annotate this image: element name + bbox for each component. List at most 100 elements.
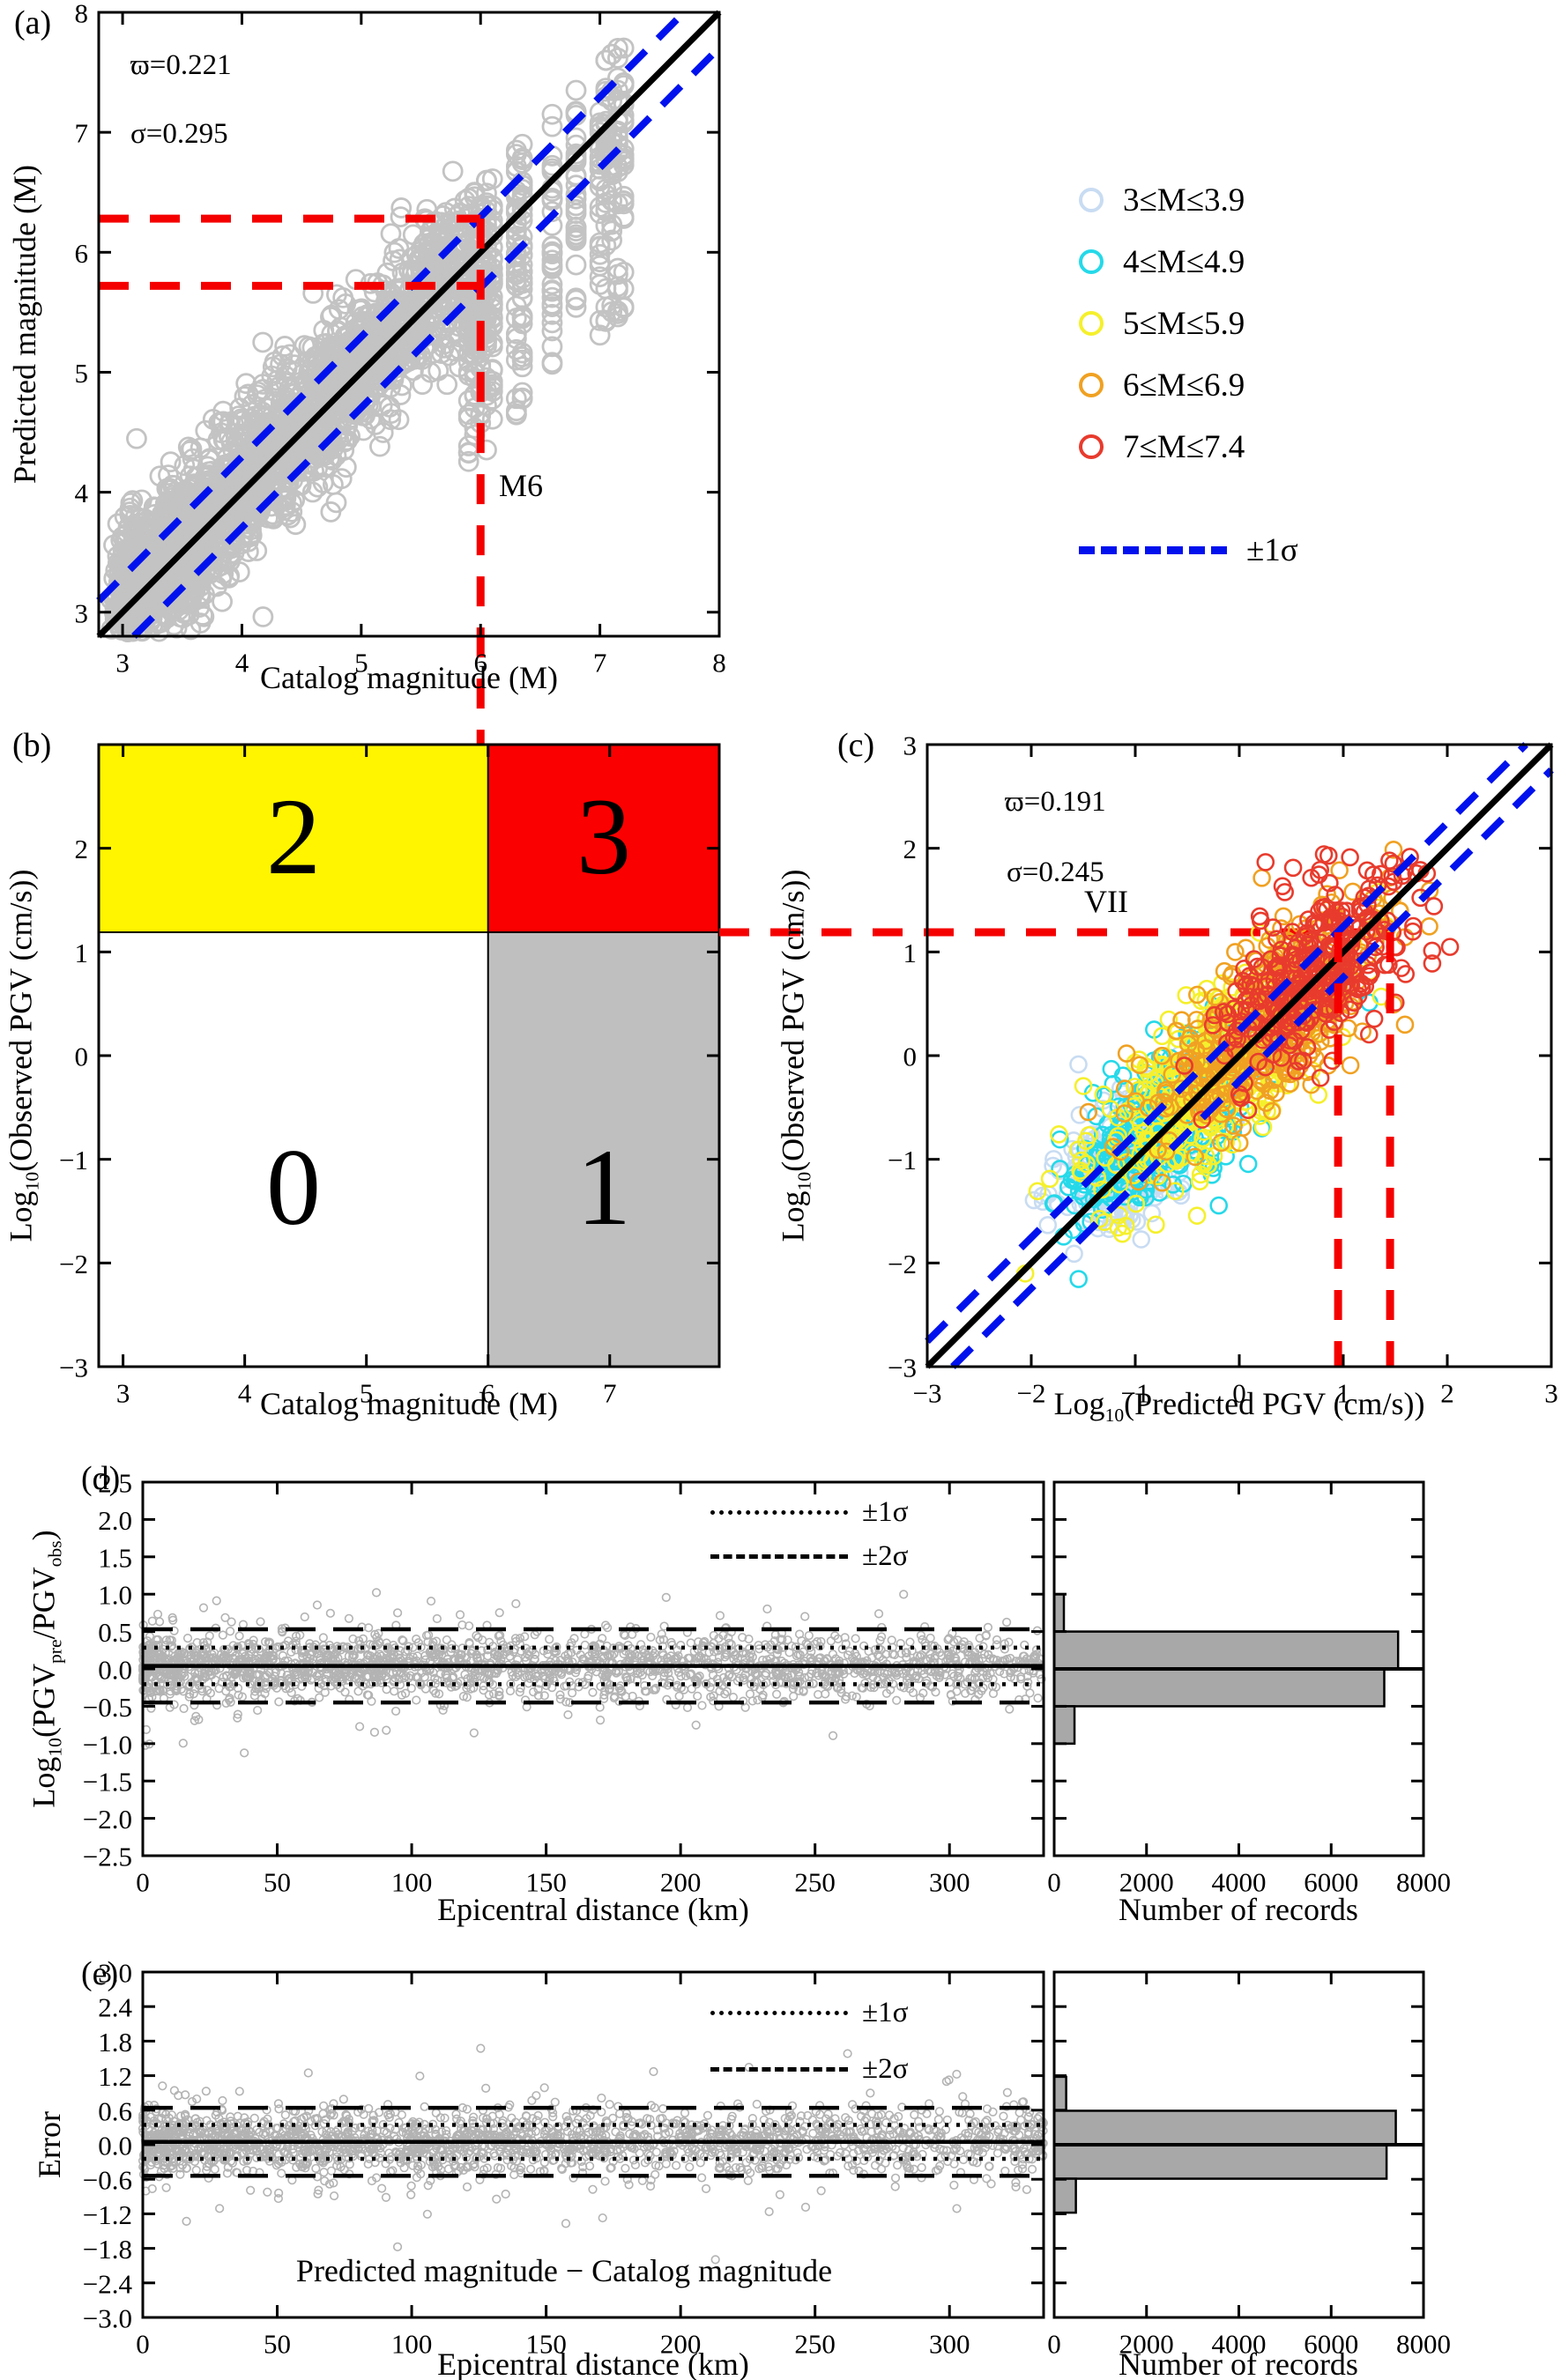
sigma2-label: ±2σ <box>862 2052 909 2085</box>
sigma1-label: ±1σ <box>862 1495 909 1528</box>
svg-text:7: 7 <box>603 1377 617 1408</box>
panel-c-stat-omega: ϖ=0.191 <box>1005 786 1106 818</box>
svg-text:−2: −2 <box>888 1249 917 1279</box>
svg-text:−2: −2 <box>1017 1377 1046 1408</box>
svg-text:4: 4 <box>238 1377 252 1408</box>
svg-text:2: 2 <box>75 834 89 864</box>
panel-d-histogram-axes: 0 2000 4000 6000 8000 <box>1047 1480 1451 1897</box>
svg-text:2: 2 <box>903 834 918 864</box>
panel-e-x-axis-label: Epicentral distance (km) <box>437 2347 749 2380</box>
panel-c-intensity-label: VII <box>1084 884 1128 919</box>
panel-c-lines <box>925 742 1554 1369</box>
magnitude-class-7-icon <box>1079 434 1104 459</box>
panel-d-y-axis-label: Log10(PGVpre/PGVobs) <box>26 1530 66 1808</box>
panel-a-m6-label: M6 <box>499 468 544 503</box>
svg-text:3: 3 <box>1544 1377 1558 1408</box>
svg-text:8: 8 <box>75 0 89 29</box>
quadrant-count-0: 0 <box>266 1127 321 1248</box>
panel-a-stat-omega: ϖ=0.221 <box>130 49 232 81</box>
legend-item-sigma: ±1σ <box>1079 525 1298 575</box>
panel-e-histogram-bars <box>1052 2075 1423 2214</box>
svg-text:−3: −3 <box>888 1353 917 1383</box>
panel-a-y-axis-label: Predicted magnitude (M) <box>7 165 42 484</box>
legend-item-m6: 6≤M≤6.9 <box>1079 354 1245 416</box>
panel-e-sigma-lines <box>143 2105 1044 2178</box>
legend-item-label: 5≤M≤5.9 <box>1123 305 1245 342</box>
sigma1-label: ±1σ <box>862 1996 909 2028</box>
svg-text:−2: −2 <box>59 1249 88 1279</box>
panel-d-x-axis-label: Epicentral distance (km) <box>437 1892 749 1927</box>
svg-text:−3: −3 <box>913 1377 942 1408</box>
panel-d-scatter <box>138 1588 1046 1758</box>
panel-a-stat-sigma: σ=0.295 <box>130 118 228 150</box>
panel-c-label: (c) <box>837 727 875 764</box>
svg-text:0: 0 <box>75 1042 89 1072</box>
magnitude-class-4-icon <box>1079 249 1104 274</box>
svg-text:1: 1 <box>75 938 89 968</box>
panel-d-sigma-lines <box>143 1627 1044 1705</box>
svg-text:3: 3 <box>115 647 130 678</box>
panel-e-axes: 0 50 100 150 200 250 3003.02.41.81.20.60.0−0.6… <box>83 1958 1045 2359</box>
panel-e-legend-sigma2: ±2σ <box>710 2050 908 2088</box>
svg-text:7: 7 <box>593 647 607 678</box>
svg-text:0: 0 <box>903 1042 918 1072</box>
legend-item-label: 6≤M≤6.9 <box>1123 367 1245 404</box>
sigma-dashed-line-icon <box>1079 545 1227 554</box>
svg-text:4: 4 <box>235 647 249 678</box>
magnitude-legend: 3≤M≤3.9 4≤M≤4.9 5≤M≤5.9 6≤M≤6.9 7≤M≤7.4 <box>1079 169 1245 478</box>
panel-e-hist-x-axis-label: Number of records <box>1119 2347 1358 2380</box>
panel-a-label: (a) <box>14 4 52 41</box>
legend-item-m4: 4≤M≤4.9 <box>1079 231 1245 293</box>
svg-text:2: 2 <box>1440 1377 1454 1408</box>
svg-text:6: 6 <box>75 238 89 269</box>
panel-b-label: (b) <box>12 727 52 764</box>
sigma2-label: ±2σ <box>862 1539 909 1572</box>
magnitude-class-6-icon <box>1079 373 1104 397</box>
panel-b-y-axis-label: Log10(Observed PGV (cm/s)) <box>3 869 43 1242</box>
magnitude-class-3-icon <box>1079 188 1104 212</box>
svg-text:1: 1 <box>903 938 918 968</box>
panel-d-legend-sigma2: ±2σ <box>710 1537 908 1576</box>
svg-text:7: 7 <box>75 118 89 149</box>
panel-e-label: (e) <box>81 1955 119 1992</box>
quadrant-count-1: 1 <box>576 1127 631 1248</box>
dotted-line-icon <box>710 1509 848 1515</box>
panel-c-y-axis-label: Log10(Observed PGV (cm/s)) <box>775 869 815 1242</box>
svg-text:5: 5 <box>75 358 89 389</box>
legend-sigma-label: ±1σ <box>1246 531 1298 568</box>
panel-e-scatter <box>138 2043 1048 2265</box>
panel-c-x-axis-label: Log10(Predicted PGV (cm/s)) <box>1053 1386 1425 1427</box>
svg-text:3: 3 <box>75 597 89 628</box>
panel-e-legend-sigma1: ±1σ <box>710 1993 908 2032</box>
quadrant-count-3: 3 <box>576 776 631 897</box>
svg-text:8: 8 <box>712 647 726 678</box>
legend-item-m7: 7≤M≤7.4 <box>1079 416 1245 478</box>
panel-a-x-axis-label: Catalog magnitude (M) <box>260 660 558 695</box>
svg-text:4: 4 <box>75 478 89 508</box>
legend-item-label: 7≤M≤7.4 <box>1123 428 1245 465</box>
panel-e-histogram-axes: 0 2000 4000 6000 8000 <box>1047 1970 1451 2359</box>
svg-text:3: 3 <box>903 730 918 761</box>
panel-d-legend-sigma1: ±1σ <box>710 1493 908 1531</box>
svg-text:−1: −1 <box>888 1145 917 1175</box>
svg-text:3: 3 <box>116 1377 130 1408</box>
panel-d-hist-x-axis-label: Number of records <box>1119 1892 1358 1927</box>
panel-b-x-axis-label: Catalog magnitude (M) <box>260 1386 558 1421</box>
quadrant-count-2: 2 <box>266 776 321 897</box>
legend-item-m3: 3≤M≤3.9 <box>1079 169 1245 231</box>
magnitude-class-5-icon <box>1079 311 1104 336</box>
legend-item-label: 4≤M≤4.9 <box>1123 243 1245 280</box>
dashed-line-icon <box>710 1553 848 1559</box>
dashed-line-icon <box>710 2066 848 2072</box>
panel-d-histogram-bars <box>1052 1592 1423 1746</box>
panel-d-label: (d) <box>81 1460 121 1497</box>
panel-a-red-threshold <box>99 214 485 747</box>
panel-d-axes: 0 50 100 150 200 250 3002.52.01.51.00.50.0−0.5… <box>83 1468 1045 1897</box>
panel-e-y-axis-label: Error <box>32 2111 67 2178</box>
panel-c-red-threshold <box>1334 931 1394 1367</box>
